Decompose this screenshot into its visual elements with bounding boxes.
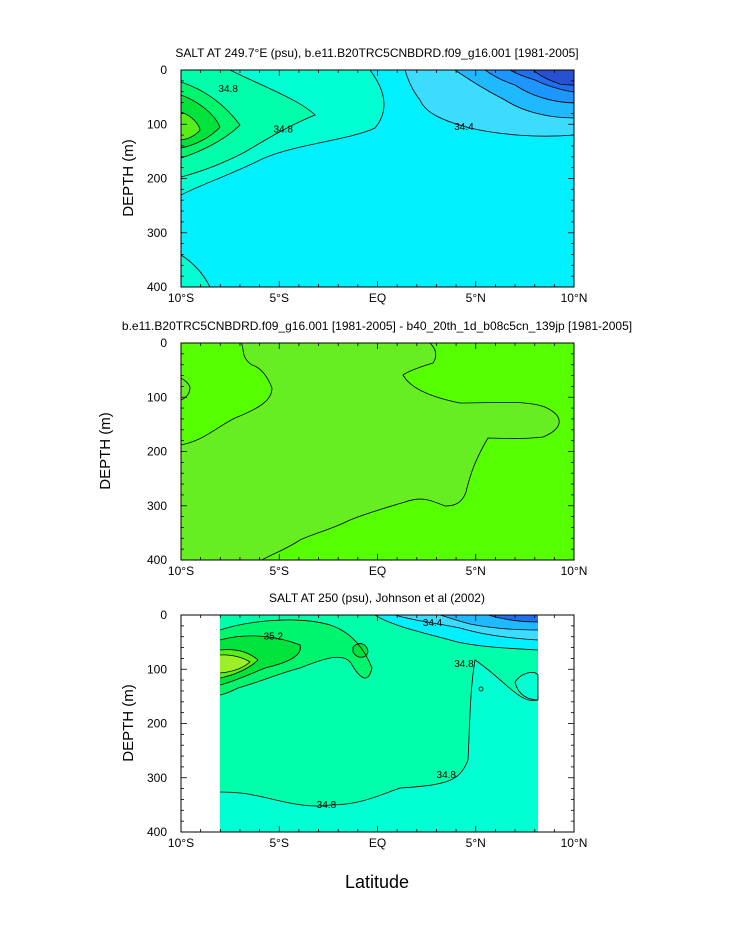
contour-line — [219, 619, 373, 696]
panel-2: b.e11.B20TRC5CNBDRD.f09_g16.001 [1981-20… — [97, 319, 632, 578]
x-tick-label: 10°N — [561, 836, 588, 850]
fill-33-4 — [533, 70, 574, 85]
contour-line — [181, 70, 385, 196]
fill-33-6 — [488, 615, 538, 622]
panel-2-ylabel: DEPTH (m) — [97, 412, 114, 490]
x-tick-label: EQ — [369, 291, 386, 305]
fill-35-4 — [181, 112, 200, 140]
panel-3-title: SALT AT 250 (psu), Johnson et al (2002) — [269, 591, 485, 605]
contour-label: 34.4 — [423, 618, 443, 629]
y-tick-label: 0 — [160, 336, 167, 350]
y-tick-label: 100 — [147, 390, 167, 404]
x-tick-label: 5°S — [270, 836, 289, 850]
panel-1-axes: 10°S 5°S EQ 5°N 10°N 0 100 200 300 400 — [147, 63, 587, 305]
y-tick-label: 200 — [147, 445, 167, 459]
y-tick-label: 0 — [160, 608, 167, 622]
panel-2-axes: 10°S 5°S EQ 5°N 10°N 0 100 200 300 400 — [147, 336, 587, 578]
contour-label: 34.8 — [317, 800, 337, 811]
y-tick-label: 100 — [147, 117, 167, 131]
contour-line — [181, 81, 241, 159]
x-tick-label: 5°N — [466, 836, 486, 850]
x-tick-label: EQ — [369, 564, 386, 578]
x-tick-label: EQ — [369, 836, 386, 850]
x-tick-label: 10°N — [561, 291, 588, 305]
x-tick-label: 10°S — [168, 564, 194, 578]
contour-line — [374, 615, 539, 651]
panel-2-title: b.e11.B20TRC5CNBDRD.f09_g16.001 [1981-20… — [122, 319, 632, 333]
contour-line — [352, 643, 369, 658]
panel-1-contour-labels: 34.8 34.8 34.4 — [218, 84, 474, 136]
panel-1: SALT AT 249.7°E (psu), b.e11.B20TRC5CNBD… — [120, 46, 587, 305]
fill-35-2 — [220, 635, 301, 685]
panel-1-title: SALT AT 249.7°E (psu), b.e11.B20TRC5CNBD… — [175, 46, 578, 60]
contour-line — [261, 343, 560, 560]
contour-line — [454, 70, 574, 119]
figure-xlabel: Latitude — [345, 872, 409, 892]
contour-label: 35.2 — [264, 632, 284, 643]
contour-line — [439, 615, 539, 631]
panel-1-ylabel: DEPTH (m) — [120, 139, 137, 217]
contour-label: 34.8 — [273, 125, 293, 136]
panel-2-contours — [181, 343, 574, 560]
contour-lines — [219, 615, 539, 807]
y-tick-label: 300 — [147, 771, 167, 785]
y-tick-label: 100 — [147, 662, 167, 676]
fill-deep-34-6 — [181, 255, 210, 287]
x-tick-label: 5°N — [466, 564, 486, 578]
y-tick-label: 300 — [147, 226, 167, 240]
contour-line — [532, 70, 574, 86]
x-tick-label: 10°S — [168, 836, 194, 850]
contour-line — [487, 615, 539, 623]
contour-label: 34.8 — [454, 659, 474, 670]
x-tick-label: 5°S — [270, 564, 289, 578]
panel-3-ylabel: DEPTH (m) — [120, 684, 137, 762]
panel-1-contours — [181, 70, 574, 287]
contour-label: 34.8 — [218, 84, 238, 95]
y-tick-label: 400 — [147, 825, 167, 839]
contour-line — [181, 254, 211, 287]
y-tick-label: 400 — [147, 553, 167, 567]
panel-3: SALT AT 250 (psu), Johnson et al (2002) — [120, 591, 587, 850]
contour-label: 34.8 — [437, 770, 457, 781]
contour-line — [514, 671, 539, 701]
fill-35-2-spot — [353, 643, 368, 658]
contour-line — [478, 686, 484, 692]
fill-diff-low — [181, 343, 560, 560]
y-tick-label: 200 — [147, 717, 167, 731]
contour-line — [181, 343, 273, 446]
panel-3-axes: 10°S 5°S EQ 5°N 10°N 0 100 200 300 400 — [147, 608, 587, 850]
y-tick-label: 300 — [147, 499, 167, 513]
y-tick-label: 200 — [147, 172, 167, 186]
x-tick-label: 5°N — [466, 291, 486, 305]
contour-line — [484, 70, 574, 104]
x-tick-label: 10°S — [168, 291, 194, 305]
contour-line — [219, 659, 539, 807]
y-tick-label: 400 — [147, 280, 167, 294]
contour-line — [181, 70, 316, 178]
contour-line — [181, 94, 221, 149]
contour-line — [219, 654, 251, 674]
x-tick-label: 10°N — [561, 564, 588, 578]
y-tick-label: 0 — [160, 63, 167, 77]
fill-34-8 — [181, 70, 315, 177]
contour-line — [181, 111, 201, 141]
panel-3-contours — [219, 615, 539, 832]
panel-3-contour-labels: 35.2 34.4 34.8 34.8 34.8 — [264, 618, 475, 811]
contour-label: 34.4 — [454, 122, 474, 133]
contour-line — [219, 635, 301, 686]
contour-line — [404, 70, 574, 137]
contour-line — [219, 649, 259, 679]
x-tick-label: 5°S — [270, 291, 289, 305]
contour-lines — [181, 70, 574, 287]
contour-line — [394, 615, 539, 641]
fill-35-6 — [220, 654, 250, 673]
